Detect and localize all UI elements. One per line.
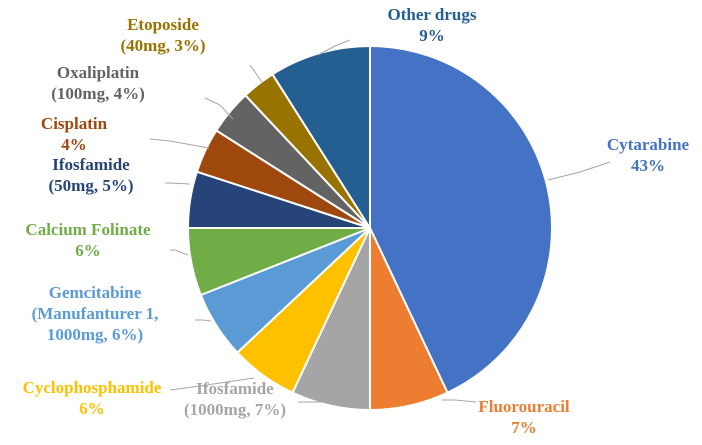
slice-label-6-line-1: (50mg, 5%) (49, 176, 134, 195)
slice-label-7: Cisplatin 4% (41, 114, 108, 154)
leader-line-7 (149, 138, 210, 149)
slice-label-1: Fluorouracil 7% (478, 397, 570, 437)
pie-slice-10 (271, 44, 371, 232)
slice-label-4-line-2: 1000mg, 6%) (47, 325, 143, 344)
slice-label-2-line-0: Ifosfamide (196, 379, 274, 398)
slice-label-4: Gemcitabine (Manufanturer 1, 1000mg, 6%) (32, 283, 159, 344)
slice-label-10: Other drugs 9% (388, 5, 477, 45)
slice-label-7-line-0: Cisplatin (41, 114, 108, 133)
slice-label-8: Oxaliplatin (100mg, 4%) (51, 63, 144, 103)
slice-label-0-line-1: 43% (631, 156, 665, 175)
leader-line-0 (547, 161, 611, 181)
slice-label-5-line-1: 6% (75, 241, 101, 260)
slice-label-9: Etoposide (40mg, 3%) (121, 15, 206, 55)
slice-label-4-line-1: (Manufanturer 1, (32, 304, 159, 323)
leader-line-1 (442, 399, 477, 403)
slice-label-10-line-0: Other drugs (388, 5, 477, 24)
leader-line-10 (317, 39, 351, 56)
slice-labels: Cytarabine 43% Fluorouracil 7% Ifosfamide (10… (23, 5, 690, 437)
slice-label-1-line-1: 7% (511, 418, 537, 437)
leader-line-6 (165, 182, 191, 185)
slice-label-8-line-0: Oxaliplatin (57, 63, 140, 82)
slice-label-5-line-0: Calcium Folinate (25, 220, 151, 239)
pie-slice-0 (369, 44, 553, 395)
slice-label-3-line-0: Cyclophosphamide (23, 378, 162, 397)
slice-label-4-line-0: Gemcitabine (49, 283, 142, 302)
slice-label-9-line-1: (40mg, 3%) (121, 36, 206, 55)
slice-label-10-line-1: 9% (419, 26, 445, 45)
slice-label-7-line-1: 4% (61, 135, 87, 154)
leader-line-4 (195, 319, 212, 322)
leader-line-8 (204, 97, 234, 120)
leader-line-9 (249, 64, 263, 83)
leader-line-3 (169, 377, 255, 391)
slice-label-1-line-0: Fluorouracil (478, 397, 570, 416)
slice-label-9-line-0: Etoposide (127, 15, 199, 34)
slice-label-6-line-0: Ifosfamide (52, 155, 130, 174)
slice-label-5: Calcium Folinate 6% (25, 220, 151, 260)
slice-label-6: Ifosfamide (50mg, 5%) (49, 155, 134, 195)
slice-label-0-line-0: Cytarabine (607, 135, 690, 154)
slice-label-3-line-1: 6% (79, 399, 105, 418)
slice-label-0: Cytarabine 43% (607, 135, 690, 175)
slice-label-2-line-1: (1000mg, 7%) (184, 400, 286, 419)
slice-label-8-line-1: (100mg, 4%) (51, 84, 144, 103)
leader-lines (149, 39, 611, 403)
leader-line-5 (170, 249, 189, 256)
slice-label-2: Ifosfamide (1000mg, 7%) (184, 379, 286, 419)
slice-label-3: Cyclophosphamide 6% (23, 378, 162, 418)
pie-slices (186, 44, 553, 412)
